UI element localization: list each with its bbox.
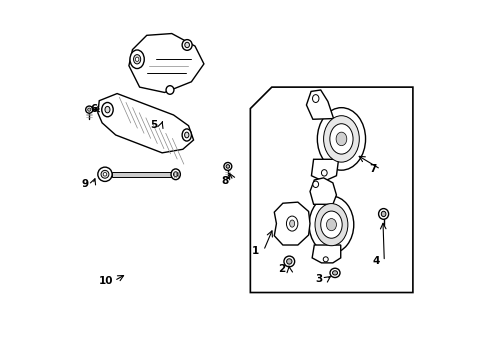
Ellipse shape xyxy=(315,203,348,246)
Text: 5: 5 xyxy=(150,120,157,130)
Ellipse shape xyxy=(381,211,386,217)
Ellipse shape xyxy=(224,162,232,170)
Ellipse shape xyxy=(166,86,174,94)
Text: 8: 8 xyxy=(222,176,229,186)
Ellipse shape xyxy=(333,271,338,275)
Ellipse shape xyxy=(101,170,109,178)
Polygon shape xyxy=(274,202,310,245)
Ellipse shape xyxy=(182,40,192,50)
Ellipse shape xyxy=(284,256,294,267)
Ellipse shape xyxy=(287,259,292,264)
Ellipse shape xyxy=(287,216,298,231)
Ellipse shape xyxy=(321,211,342,238)
Text: 10: 10 xyxy=(99,276,114,286)
Ellipse shape xyxy=(88,108,91,111)
Ellipse shape xyxy=(290,220,294,227)
Text: 2: 2 xyxy=(278,264,285,274)
Polygon shape xyxy=(310,178,337,204)
Ellipse shape xyxy=(182,129,192,141)
Polygon shape xyxy=(112,172,172,177)
Ellipse shape xyxy=(102,103,113,117)
Ellipse shape xyxy=(185,132,189,138)
Ellipse shape xyxy=(130,50,144,68)
Ellipse shape xyxy=(226,165,230,168)
Ellipse shape xyxy=(98,167,112,181)
Ellipse shape xyxy=(86,106,93,113)
Ellipse shape xyxy=(326,219,337,231)
Ellipse shape xyxy=(321,170,327,176)
Ellipse shape xyxy=(185,42,190,48)
Ellipse shape xyxy=(330,124,353,154)
Polygon shape xyxy=(250,87,413,293)
Ellipse shape xyxy=(330,268,340,278)
Text: 3: 3 xyxy=(315,274,322,284)
Ellipse shape xyxy=(134,55,141,64)
Ellipse shape xyxy=(313,181,318,188)
Ellipse shape xyxy=(135,57,139,62)
Polygon shape xyxy=(129,33,204,93)
Ellipse shape xyxy=(379,208,389,219)
Polygon shape xyxy=(98,94,194,153)
Polygon shape xyxy=(312,245,341,263)
Text: 4: 4 xyxy=(373,256,380,266)
Text: 9: 9 xyxy=(81,179,89,189)
Text: 7: 7 xyxy=(369,164,377,174)
Ellipse shape xyxy=(105,107,110,113)
Ellipse shape xyxy=(103,172,107,176)
Ellipse shape xyxy=(313,95,319,103)
Polygon shape xyxy=(306,90,334,119)
Ellipse shape xyxy=(336,132,347,146)
Ellipse shape xyxy=(309,196,354,253)
Ellipse shape xyxy=(171,169,180,180)
Ellipse shape xyxy=(323,257,328,262)
Text: 1: 1 xyxy=(252,246,259,256)
Polygon shape xyxy=(312,159,339,181)
Text: 6: 6 xyxy=(91,104,98,113)
Ellipse shape xyxy=(173,172,178,177)
Ellipse shape xyxy=(318,108,366,170)
Ellipse shape xyxy=(323,116,359,162)
